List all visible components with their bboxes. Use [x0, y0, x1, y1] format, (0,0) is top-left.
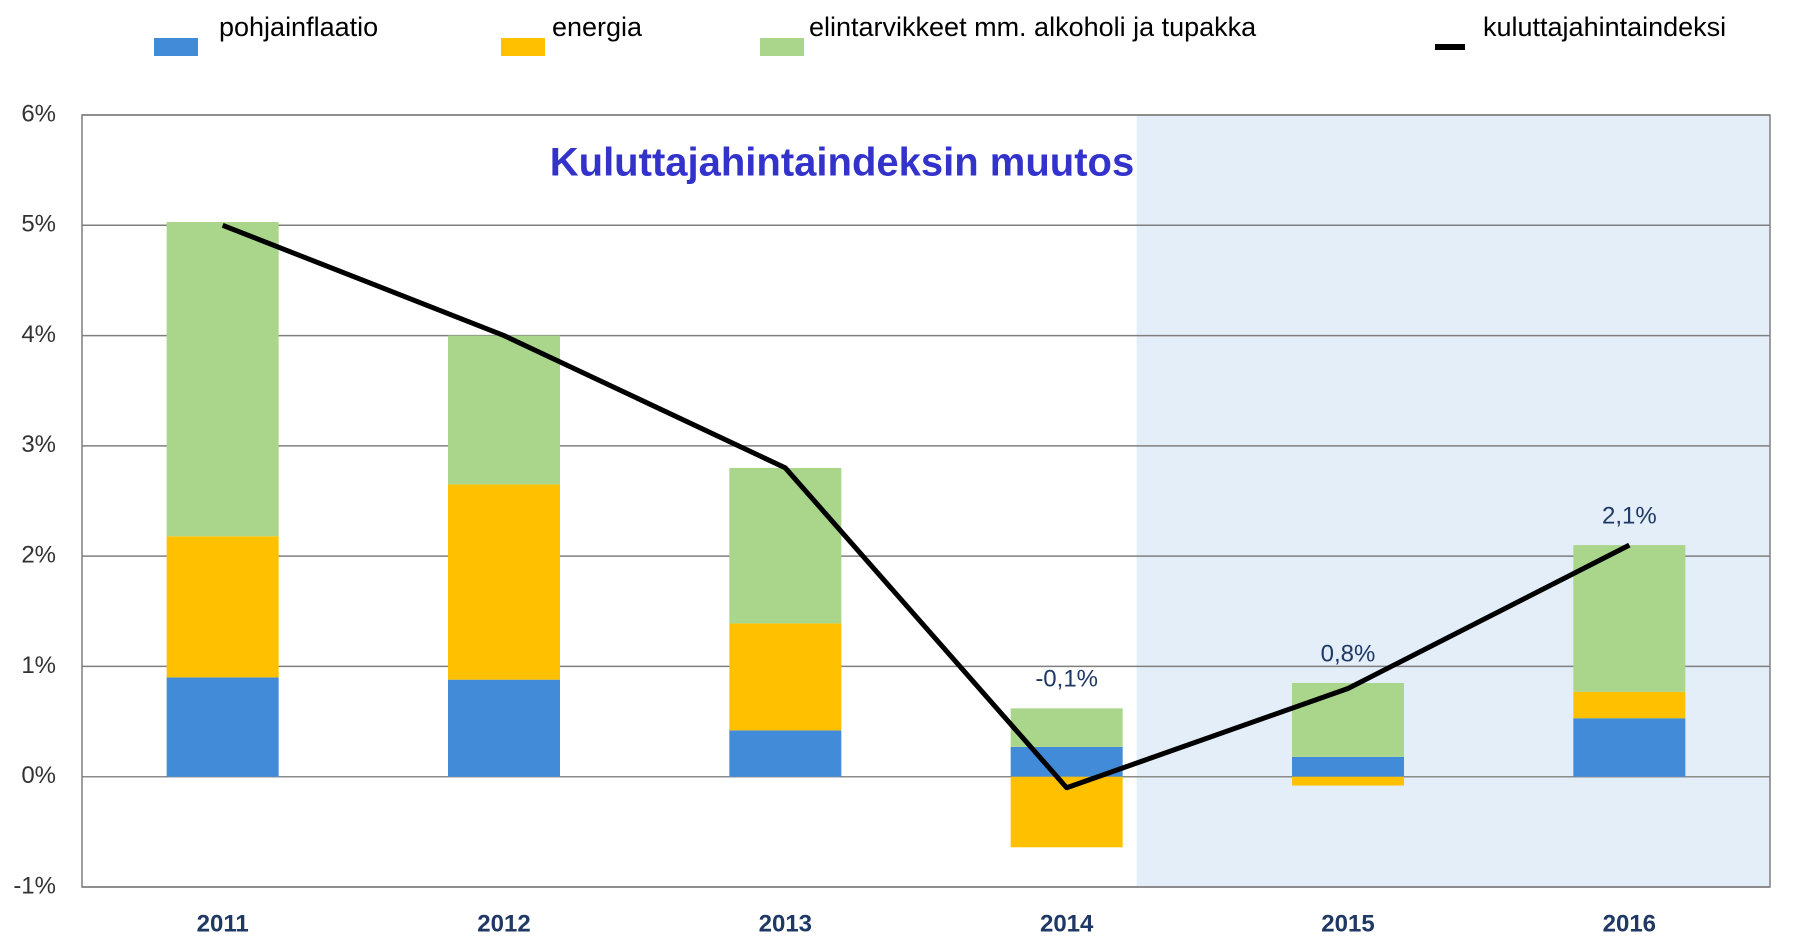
bar-segment	[166, 221, 279, 537]
legend-marker	[501, 38, 545, 56]
y-tick-label: -1%	[13, 872, 56, 899]
bar-segment	[1573, 691, 1686, 719]
bar-segment	[1292, 756, 1404, 777]
bar-segment	[448, 679, 560, 777]
bar-segment	[729, 730, 842, 777]
plot-frame	[81, 114, 1771, 888]
legend-label: kuluttajahintaindeksi	[1483, 12, 1726, 42]
grid	[81, 114, 1771, 888]
bar-segment	[1573, 718, 1686, 777]
y-tick-label: 1%	[21, 652, 56, 679]
y-tick-label: 2%	[21, 541, 56, 568]
bar-segment	[1010, 746, 1123, 777]
bar-segment	[448, 484, 560, 680]
chart-title: Kuluttajahintaindeksin muutos	[550, 141, 1134, 185]
marks	[166, 221, 1686, 848]
bar-segment	[729, 467, 842, 624]
bar-segment	[1573, 545, 1686, 692]
legend-label: energia	[552, 12, 643, 42]
bar-segment	[1292, 776, 1404, 786]
x-tick-label: 2016	[1603, 910, 1656, 936]
legend-label: elintarvikkeet mm. alkoholi ja tupakka	[809, 12, 1257, 42]
y-tick-label: 6%	[21, 100, 56, 127]
line	[221, 222, 1631, 791]
y-tick-label: 0%	[21, 762, 56, 789]
bar-segment	[729, 623, 842, 731]
x-tick-label: 2013	[759, 910, 812, 936]
y-tick-label: 3%	[21, 431, 56, 458]
bar-segment	[166, 536, 279, 678]
legend-label: pohjainflaatio	[219, 12, 378, 42]
x-tick-label: 2012	[477, 910, 530, 936]
bar-segment	[1292, 682, 1404, 757]
bar-segment	[166, 677, 279, 777]
legend-marker	[1435, 44, 1465, 50]
data-label: -0,1%	[1035, 666, 1098, 693]
data-label: 2,1%	[1602, 502, 1657, 529]
legend-marker	[154, 38, 198, 56]
legend-marker	[760, 38, 804, 56]
y-tick-label: 4%	[21, 321, 56, 348]
x-tick-label: 2015	[1321, 910, 1374, 936]
bar-segment	[1010, 708, 1123, 747]
bar-segment	[448, 335, 560, 485]
x-tick-label: 2011	[197, 910, 249, 936]
x-tick-label: 2014	[1040, 910, 1094, 936]
data-label: 0,8%	[1321, 640, 1376, 667]
y-tick-label: 5%	[21, 211, 56, 238]
